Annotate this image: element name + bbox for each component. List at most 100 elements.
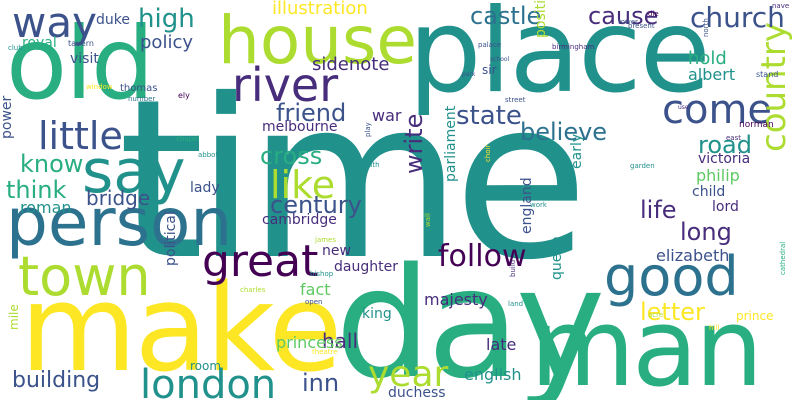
word-year: year — [368, 354, 449, 395]
word-position: position — [533, 0, 549, 38]
word-cambridge: cambridge — [262, 212, 337, 228]
word-lady: lady — [190, 180, 220, 196]
word-use: use — [678, 104, 689, 111]
word-lord: lord — [712, 199, 739, 215]
word-play: play — [364, 122, 372, 137]
word-policy: policy — [140, 32, 193, 53]
word-visit: visit — [70, 51, 99, 67]
word-tavern: tavern — [68, 39, 94, 48]
word-like: like — [270, 163, 336, 207]
word-royal: royal — [22, 35, 57, 51]
word-open: open — [305, 298, 323, 306]
word-early: early — [569, 133, 585, 169]
word-die: die — [648, 10, 659, 18]
word-east: east — [726, 134, 741, 142]
word-place: place — [408, 0, 711, 119]
word-church: church — [690, 1, 785, 34]
word-bishop: bishop — [310, 270, 334, 278]
word-duchess: duchess — [388, 385, 446, 400]
word-queen: queen — [549, 236, 565, 280]
word-write: write — [400, 113, 428, 174]
word-garden: garden — [630, 162, 655, 170]
word-south: south — [360, 161, 380, 169]
word-majesty: majesty — [424, 290, 488, 309]
word-good: good — [604, 245, 739, 308]
word-club: club — [8, 44, 23, 52]
word-friend: friend — [276, 99, 347, 127]
word-cross: cross — [260, 142, 323, 170]
word-victoria: victoria — [698, 151, 751, 167]
word-child: child — [692, 184, 726, 200]
word-come: come — [662, 87, 773, 133]
word-theatre: theatre — [312, 348, 338, 356]
word-palace: palace — [478, 41, 502, 49]
word-philip: philip — [696, 166, 740, 185]
word-west: west — [482, 237, 499, 245]
word-way: way — [12, 0, 97, 47]
word-cathedral: cathedral — [779, 241, 787, 275]
word-parliament: parliament — [443, 105, 459, 182]
word-roman: roman — [20, 198, 72, 217]
word-prince: prince — [736, 309, 774, 323]
word-state: state — [456, 101, 522, 131]
word-illustration: illustration — [272, 0, 368, 19]
word-present: present — [628, 22, 655, 30]
word-thomas: thomas — [120, 83, 158, 94]
word-stand: stand — [756, 70, 779, 79]
word-north: north — [702, 18, 710, 37]
word-ely: ely — [178, 91, 190, 100]
word-man: man — [530, 286, 763, 400]
word-king: king — [362, 306, 392, 322]
word-bridge: bridge — [86, 186, 151, 210]
word-number: number — [128, 95, 156, 103]
word-daughter: daughter — [334, 259, 398, 275]
word-river: river — [232, 58, 339, 112]
word-charles: charles — [240, 286, 266, 294]
word-day: day — [335, 235, 605, 400]
word-hold: hold — [688, 48, 727, 69]
word-albert: albert — [688, 65, 736, 84]
word-nave: nave — [772, 2, 790, 10]
word-street: street — [505, 96, 526, 104]
word-acre: acre — [648, 311, 664, 319]
word-say: say — [82, 137, 186, 207]
word-little: little — [38, 114, 123, 158]
word-norman: norman — [739, 120, 774, 130]
word-castle: castle — [470, 2, 542, 30]
word-life: life — [640, 196, 677, 224]
word-make: make — [20, 260, 342, 399]
word-park: park — [462, 71, 476, 78]
word-old: old — [6, 5, 154, 122]
word-work: work — [530, 201, 547, 209]
word-country: country — [754, 21, 794, 152]
word-new: new — [322, 243, 351, 259]
word-tower: tower — [618, 18, 638, 26]
word-hall: hall — [322, 329, 359, 353]
word-power: power — [0, 95, 15, 139]
word-sir: sir — [482, 63, 497, 77]
word-know: know — [20, 150, 84, 178]
word-london: london — [140, 362, 277, 400]
word-melbourne: melbourne — [262, 119, 338, 135]
word-think: think — [6, 176, 67, 204]
word-fact: fact — [300, 280, 331, 299]
word-duke: duke — [96, 12, 130, 28]
word-person: person — [6, 184, 233, 261]
word-letter: letter — [640, 298, 705, 326]
word-follow: follow — [438, 239, 527, 274]
word-abbot: abbot — [198, 151, 219, 159]
word-high: high — [138, 4, 195, 34]
word-chapel: chapel — [176, 135, 200, 143]
word-choir: choir — [484, 144, 492, 162]
word-land: land — [508, 300, 524, 308]
word-political: political — [163, 211, 179, 266]
word-long: long — [680, 218, 732, 246]
word-war: war — [372, 106, 402, 125]
word-window: window — [86, 83, 113, 91]
word-cause: cause — [588, 2, 659, 30]
word-hill: hill — [709, 324, 720, 332]
word-town: town — [18, 245, 151, 308]
word-road: road — [698, 131, 752, 159]
word-believe: believe — [520, 118, 608, 146]
word-room: room — [190, 359, 222, 373]
